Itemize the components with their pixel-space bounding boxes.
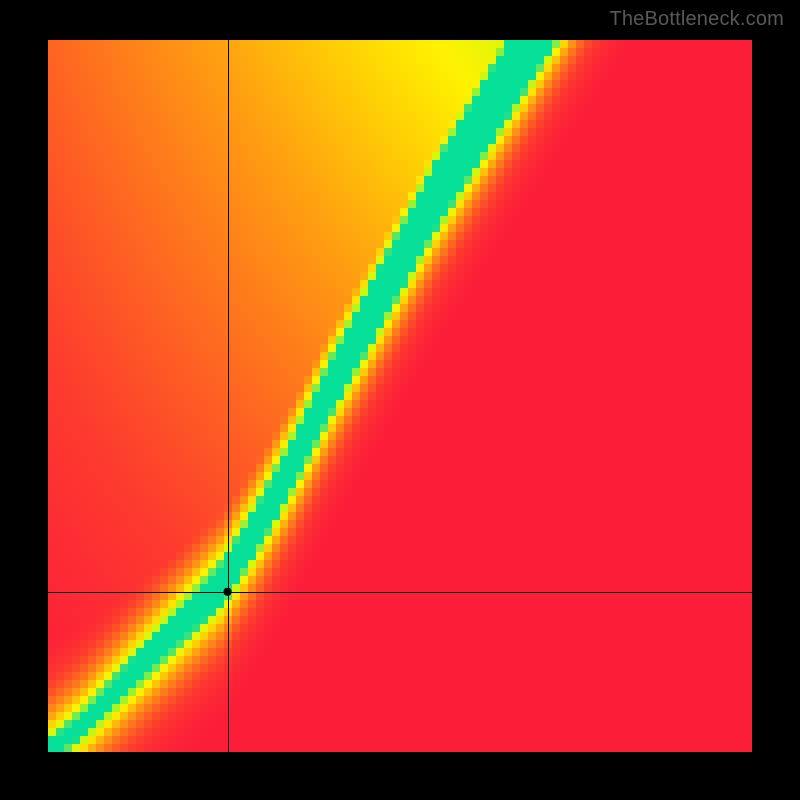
watermark-text: TheBottleneck.com	[609, 8, 784, 31]
heatmap-canvas	[48, 40, 752, 752]
heatmap-plot	[48, 40, 752, 752]
chart-container: TheBottleneck.com	[0, 0, 800, 800]
